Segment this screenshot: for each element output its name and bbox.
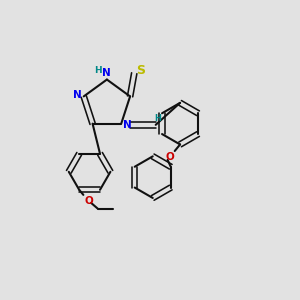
Text: N: N <box>73 90 82 100</box>
Text: O: O <box>84 196 93 206</box>
Text: N: N <box>102 68 111 78</box>
Text: O: O <box>165 152 174 162</box>
Text: H: H <box>154 114 160 123</box>
Text: N: N <box>123 120 132 130</box>
Text: H: H <box>94 66 102 75</box>
Text: S: S <box>136 64 145 77</box>
